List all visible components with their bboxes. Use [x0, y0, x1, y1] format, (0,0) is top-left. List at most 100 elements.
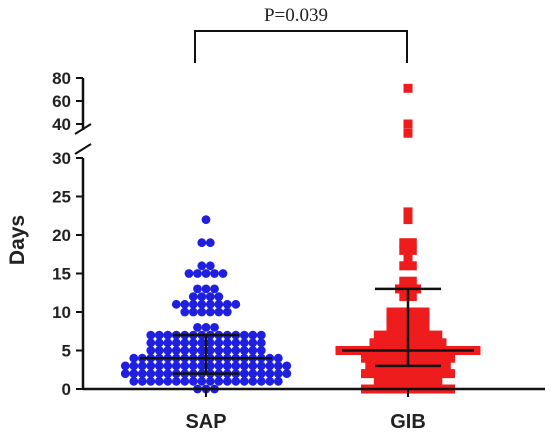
sap-data-point [205, 299, 215, 309]
gib-data-point [407, 276, 417, 286]
sap-data-point [222, 346, 232, 355]
sap-data-point [239, 346, 249, 355]
sap-data-point [239, 361, 249, 371]
sap-data-point [163, 338, 173, 348]
sap-data-point [180, 346, 190, 355]
sap-data-point [129, 353, 139, 363]
gib-data-point [424, 376, 434, 386]
sap-data-point [256, 361, 266, 371]
sap-data-point [188, 346, 198, 355]
gib-data-point [416, 330, 426, 340]
sap-data-point [273, 369, 283, 378]
sap-data-point [231, 361, 241, 371]
gib-data-point [420, 369, 430, 379]
sap-data-point [205, 338, 215, 348]
gib-data-point [437, 353, 447, 363]
sap-data-point [197, 299, 207, 309]
gib-data-point [412, 322, 421, 332]
sap-data-point [146, 361, 156, 371]
sap-data-point [214, 292, 224, 301]
gib-data-point [420, 353, 430, 363]
sap-data-point [146, 330, 156, 340]
gib-data-point [399, 276, 409, 286]
y-tick-label: 5 [62, 342, 71, 361]
y-tick-label: 30 [52, 149, 71, 168]
sap-data-point [197, 346, 207, 355]
gib-data-point [412, 353, 421, 363]
significance-bracket [194, 30, 408, 63]
sap-data-point [265, 369, 275, 378]
axis-break-mark-lower [74, 143, 92, 155]
gib-data-point [399, 261, 409, 271]
sap-data-point [214, 376, 224, 386]
gib-data-point [407, 292, 417, 302]
sap-data-point [154, 338, 164, 348]
gib-data-point [416, 376, 426, 386]
sap-data-point [214, 361, 224, 371]
sap-data-point [163, 369, 173, 378]
sap-data-point [137, 361, 147, 371]
sap-data-point [188, 307, 198, 317]
gib-data-point [390, 330, 400, 340]
gib-data-point [433, 330, 443, 340]
sap-data-point [197, 261, 207, 271]
sap-data-point [197, 292, 207, 301]
gib-data-point [420, 307, 430, 317]
median-iqr-bars [140, 287, 474, 375]
sap-data-point [171, 346, 181, 355]
gib-data-point [441, 361, 451, 371]
sap-data-point [218, 269, 228, 278]
sap-data-point [222, 376, 232, 386]
sap-data-point [210, 269, 219, 278]
sap-data-point [146, 376, 156, 386]
gib-data-point [403, 83, 413, 93]
sap-data-point [265, 361, 275, 371]
gib-data-point [395, 315, 404, 325]
sap-data-point [248, 330, 258, 340]
gib-data-point [424, 330, 434, 340]
gib-data-point [403, 369, 413, 379]
gib-data-point [471, 346, 481, 355]
gib-data-point [369, 353, 379, 363]
sap-data-point [214, 346, 224, 355]
gib-data-point [407, 245, 417, 255]
gib-data-point [382, 376, 392, 386]
sap-data-point [197, 361, 207, 371]
gib-data-point [446, 369, 455, 379]
sap-data-point [146, 369, 156, 378]
gib-data-point [361, 369, 370, 379]
sap-data-point [201, 284, 211, 294]
sap-data-point [154, 361, 164, 371]
sap-data-point [256, 346, 266, 355]
gib-data-point [403, 253, 413, 263]
sap-data-point [231, 376, 241, 386]
sap-data-point [137, 369, 147, 378]
gib-data-point [399, 245, 409, 255]
sap-data-point [210, 323, 219, 332]
sap-data-point [205, 261, 215, 271]
sap-data-point [222, 307, 232, 317]
gib-data-point [433, 376, 443, 386]
sap-data-point [256, 338, 266, 348]
gib-data-point [403, 119, 413, 129]
gib-data-point [429, 353, 438, 363]
sap-data-point [205, 376, 215, 386]
sap-data-point [282, 361, 292, 371]
sap-data-point [248, 376, 258, 386]
gib-data-point [420, 322, 430, 332]
sap-data-point [197, 338, 207, 348]
gib-data-point [420, 315, 430, 325]
gib-data-point [412, 338, 421, 348]
sap-data-point [214, 338, 224, 348]
sap-data-point [273, 376, 283, 386]
sap-data-point [201, 323, 211, 332]
gib-data-point [437, 369, 447, 379]
sap-data-point [256, 376, 266, 386]
sap-data-point [184, 269, 194, 278]
gib-data-point [412, 307, 421, 317]
x-tick-label-gib: GIB [390, 411, 426, 433]
y-tick-label: 25 [52, 188, 71, 207]
sap-data-point [188, 299, 198, 309]
gib-data-point [365, 361, 375, 371]
